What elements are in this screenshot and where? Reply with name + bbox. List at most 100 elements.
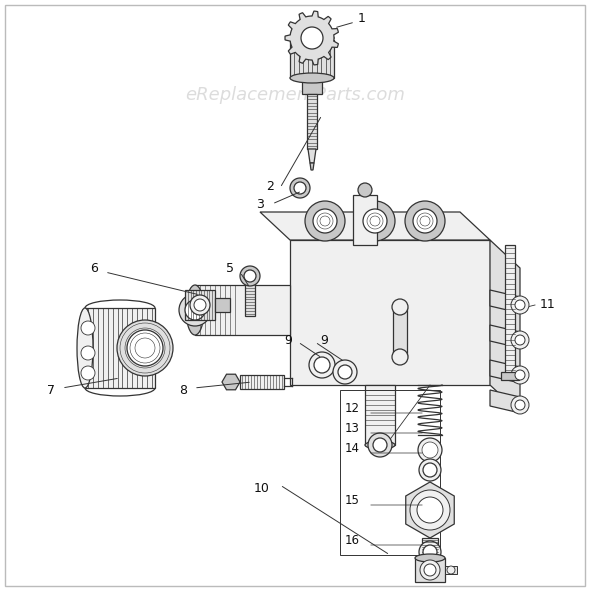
Circle shape <box>420 216 430 226</box>
Circle shape <box>127 330 163 366</box>
Text: 1: 1 <box>358 11 366 24</box>
Text: 14: 14 <box>345 441 360 454</box>
Circle shape <box>294 182 306 194</box>
Circle shape <box>81 366 95 380</box>
Circle shape <box>314 357 330 373</box>
Text: 3: 3 <box>256 197 264 210</box>
Ellipse shape <box>77 308 93 388</box>
Text: 5: 5 <box>226 261 234 274</box>
Bar <box>195 285 290 335</box>
Bar <box>365 385 395 445</box>
Circle shape <box>417 497 443 523</box>
Bar <box>422 538 438 556</box>
Circle shape <box>338 365 352 379</box>
Bar <box>340 390 440 555</box>
Circle shape <box>515 300 525 310</box>
Circle shape <box>368 433 392 457</box>
Bar <box>290 240 490 385</box>
Circle shape <box>313 209 337 233</box>
Polygon shape <box>285 11 339 65</box>
Text: 6: 6 <box>90 261 98 274</box>
Polygon shape <box>406 482 454 538</box>
Circle shape <box>240 266 260 286</box>
Circle shape <box>363 209 387 233</box>
Circle shape <box>190 295 210 315</box>
Circle shape <box>355 201 395 241</box>
Bar <box>393 307 407 357</box>
Circle shape <box>309 352 335 378</box>
Bar <box>501 372 519 380</box>
Circle shape <box>511 396 529 414</box>
Text: 11: 11 <box>540 298 556 311</box>
Polygon shape <box>260 212 490 240</box>
Ellipse shape <box>186 285 204 335</box>
Circle shape <box>244 270 256 282</box>
Circle shape <box>367 213 383 229</box>
Text: 15: 15 <box>345 493 360 506</box>
Polygon shape <box>490 360 520 383</box>
Text: 16: 16 <box>345 534 360 547</box>
Bar <box>215 298 230 312</box>
Polygon shape <box>222 374 240 390</box>
Text: 2: 2 <box>266 180 274 193</box>
Circle shape <box>333 360 357 384</box>
Ellipse shape <box>365 441 395 449</box>
Bar <box>290 40 334 78</box>
Polygon shape <box>310 163 314 170</box>
Circle shape <box>423 463 437 477</box>
Ellipse shape <box>415 554 445 562</box>
Bar <box>185 290 215 320</box>
Bar <box>240 375 284 389</box>
Bar <box>307 94 317 149</box>
Bar <box>245 280 255 316</box>
Circle shape <box>81 346 95 360</box>
Bar <box>415 558 445 582</box>
Bar <box>302 78 322 94</box>
Text: 12: 12 <box>345 401 360 414</box>
Circle shape <box>423 545 437 559</box>
Text: 9: 9 <box>284 333 292 346</box>
Circle shape <box>418 438 442 462</box>
Circle shape <box>515 370 525 380</box>
Circle shape <box>420 560 440 580</box>
Ellipse shape <box>290 73 334 83</box>
Circle shape <box>317 213 333 229</box>
Circle shape <box>370 216 380 226</box>
Circle shape <box>511 296 529 314</box>
Polygon shape <box>490 390 520 413</box>
Circle shape <box>405 201 445 241</box>
Circle shape <box>358 183 372 197</box>
Circle shape <box>410 490 450 530</box>
Text: 8: 8 <box>179 384 187 397</box>
Polygon shape <box>490 240 520 413</box>
Circle shape <box>392 349 408 365</box>
Circle shape <box>305 201 345 241</box>
Circle shape <box>424 564 436 576</box>
Circle shape <box>419 541 441 563</box>
Text: 10: 10 <box>254 482 270 495</box>
Text: 13: 13 <box>345 421 360 434</box>
Circle shape <box>373 438 387 452</box>
Circle shape <box>179 294 211 326</box>
Bar <box>85 308 155 388</box>
Text: 9: 9 <box>320 333 328 346</box>
Circle shape <box>417 213 433 229</box>
Text: eReplacementParts.com: eReplacementParts.com <box>185 86 405 104</box>
Circle shape <box>515 400 525 410</box>
Bar <box>353 195 377 245</box>
Polygon shape <box>490 325 520 348</box>
Bar <box>445 566 457 574</box>
Ellipse shape <box>290 33 334 43</box>
Circle shape <box>511 366 529 384</box>
Circle shape <box>515 335 525 345</box>
Circle shape <box>185 300 205 320</box>
Circle shape <box>320 216 330 226</box>
Bar <box>505 245 515 375</box>
Circle shape <box>117 320 173 376</box>
Circle shape <box>81 321 95 335</box>
Polygon shape <box>308 149 316 163</box>
Circle shape <box>511 331 529 349</box>
Circle shape <box>194 299 206 311</box>
Text: 7: 7 <box>47 384 55 397</box>
Circle shape <box>422 442 438 458</box>
